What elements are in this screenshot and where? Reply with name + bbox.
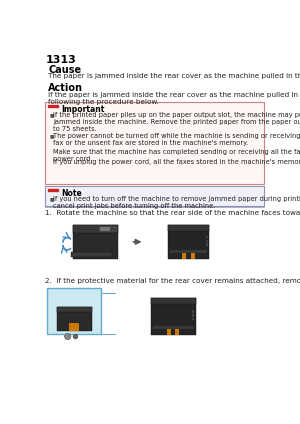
Bar bbox=[45, 103, 264, 184]
Bar bbox=[152, 298, 196, 304]
Bar bbox=[47, 288, 101, 334]
Text: ■: ■ bbox=[49, 112, 54, 117]
Circle shape bbox=[73, 334, 78, 339]
Text: If the printed paper piles up on the paper output slot, the machine may pull it : If the printed paper piles up on the pap… bbox=[53, 112, 300, 132]
Text: Make sure that the machine has completed sending or receiving all the faxes befo: Make sure that the machine has completed… bbox=[53, 149, 300, 162]
Text: Important: Important bbox=[61, 105, 104, 114]
Bar bbox=[48, 105, 50, 107]
Bar bbox=[192, 318, 194, 321]
Bar bbox=[206, 240, 208, 242]
Text: 2.  If the protective material for the rear cover remains attached, remove it.: 2. If the protective material for the re… bbox=[45, 278, 300, 284]
Bar bbox=[206, 236, 208, 238]
Text: Note: Note bbox=[61, 189, 82, 198]
Bar bbox=[182, 253, 186, 259]
Text: 1313: 1313 bbox=[45, 55, 76, 65]
Text: If you need to turn off the machine to remove jammed paper during printing, pres: If you need to turn off the machine to r… bbox=[53, 196, 300, 209]
Bar bbox=[191, 253, 195, 259]
Bar bbox=[71, 252, 112, 257]
Bar bbox=[192, 310, 194, 312]
Bar bbox=[167, 329, 171, 335]
Text: If you unplug the power cord, all the faxes stored in the machine's memory are d: If you unplug the power cord, all the fa… bbox=[53, 159, 300, 165]
Bar bbox=[176, 329, 179, 335]
Bar bbox=[55, 189, 58, 191]
Bar bbox=[152, 298, 196, 335]
Text: Action: Action bbox=[48, 83, 83, 93]
Bar bbox=[153, 326, 194, 329]
Text: If the paper is jammed inside the rear cover as the machine pulled in the printe: If the paper is jammed inside the rear c… bbox=[48, 92, 300, 105]
Bar bbox=[51, 105, 54, 107]
Bar bbox=[169, 225, 209, 259]
Bar bbox=[57, 307, 92, 331]
Bar bbox=[57, 307, 92, 312]
Bar bbox=[51, 189, 54, 191]
Text: Cause: Cause bbox=[48, 65, 82, 75]
Bar bbox=[169, 225, 209, 231]
Text: The paper is jammed inside the rear cover as the machine pulled in the printed p: The paper is jammed inside the rear cove… bbox=[48, 73, 300, 79]
Bar bbox=[69, 324, 79, 331]
Bar bbox=[192, 314, 194, 317]
Bar bbox=[206, 243, 208, 245]
Bar bbox=[73, 225, 118, 259]
Text: 1.  Rotate the machine so that the rear side of the machine faces toward you.: 1. Rotate the machine so that the rear s… bbox=[45, 210, 300, 216]
Text: ■: ■ bbox=[49, 196, 54, 201]
Bar bbox=[55, 105, 58, 107]
Bar bbox=[73, 225, 118, 233]
Bar bbox=[48, 189, 50, 191]
Circle shape bbox=[64, 333, 71, 340]
Bar bbox=[45, 187, 264, 206]
Text: The power cannot be turned off while the machine is sending or receiving a fax, : The power cannot be turned off while the… bbox=[53, 133, 300, 146]
Bar bbox=[100, 227, 110, 231]
Bar bbox=[99, 226, 117, 232]
Bar bbox=[170, 250, 207, 253]
Text: ■: ■ bbox=[49, 133, 54, 138]
